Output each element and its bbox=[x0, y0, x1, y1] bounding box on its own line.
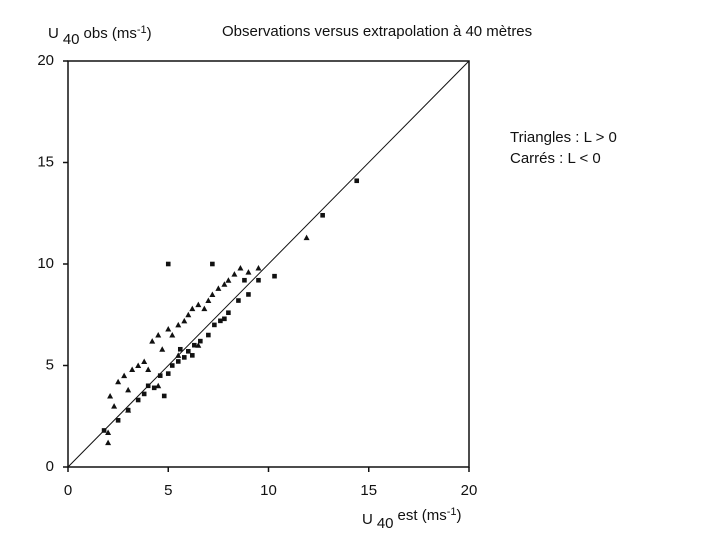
square-point bbox=[192, 342, 197, 348]
identity-line bbox=[67, 60, 470, 468]
square-point bbox=[165, 261, 171, 267]
square-point bbox=[272, 273, 277, 279]
square-point bbox=[218, 318, 223, 324]
triangle-point bbox=[225, 277, 232, 283]
triangle-point bbox=[115, 378, 122, 385]
y-tick-label: 0 bbox=[46, 458, 54, 475]
square-point bbox=[175, 359, 181, 364]
y-tick-label: 10 bbox=[37, 255, 54, 272]
triangle-point bbox=[185, 311, 192, 318]
square-point bbox=[141, 391, 147, 397]
square-point bbox=[210, 261, 215, 267]
square-point bbox=[190, 353, 195, 358]
x-axis-label: U 40 est (ms-1) bbox=[362, 506, 461, 532]
triangle-point bbox=[111, 403, 118, 409]
x-label-main: U bbox=[362, 511, 373, 528]
triangle-point bbox=[145, 366, 152, 373]
x-label-sup: -1 bbox=[447, 506, 457, 518]
square-point bbox=[354, 178, 360, 184]
triangle-point bbox=[181, 317, 188, 324]
square-point bbox=[145, 383, 151, 389]
triangle-point bbox=[107, 392, 114, 399]
triangle-point bbox=[221, 281, 228, 287]
triangle-point bbox=[125, 386, 132, 393]
square-point bbox=[115, 418, 121, 423]
triangle-point bbox=[165, 325, 172, 332]
square-point bbox=[206, 332, 211, 338]
x-tick-label: 0 bbox=[64, 482, 72, 499]
square-point bbox=[161, 393, 167, 399]
triangle-point bbox=[175, 321, 182, 328]
x-tick-label: 20 bbox=[461, 482, 478, 499]
y-label-sup: -1 bbox=[137, 24, 147, 36]
square-point bbox=[186, 348, 191, 354]
x-tick-label: 15 bbox=[360, 482, 377, 499]
triangle-point bbox=[129, 366, 136, 373]
square-point bbox=[256, 277, 261, 283]
triangle-point bbox=[105, 429, 112, 435]
triangle-point bbox=[175, 352, 182, 358]
legend-entry: Carrés : L < 0 bbox=[510, 150, 601, 167]
triangle-point bbox=[245, 269, 252, 275]
triangle-point bbox=[155, 332, 162, 338]
y-label-main: U bbox=[48, 25, 59, 42]
x-tick-label: 5 bbox=[164, 482, 172, 499]
triangle-point bbox=[205, 297, 212, 304]
triangle-point bbox=[105, 439, 112, 446]
y-tick-label: 5 bbox=[46, 356, 54, 373]
square-point bbox=[169, 363, 175, 368]
triangle-point bbox=[135, 362, 142, 368]
y-tick-label: 15 bbox=[37, 153, 54, 170]
square-point bbox=[165, 371, 171, 376]
triangle-point bbox=[121, 372, 128, 379]
triangle-point bbox=[149, 338, 156, 344]
triangle-point bbox=[159, 346, 166, 352]
square-point bbox=[181, 355, 187, 360]
square-point bbox=[177, 346, 183, 352]
y-tick-label: 20 bbox=[37, 52, 54, 69]
triangle-point bbox=[189, 305, 196, 312]
square-point bbox=[212, 322, 217, 328]
x-label-sub: 40 bbox=[377, 515, 394, 532]
triangle-point bbox=[195, 342, 202, 348]
y-label-sub: 40 bbox=[63, 31, 80, 48]
triangle-point bbox=[231, 271, 238, 277]
triangle-point bbox=[215, 285, 222, 291]
y-label-text: obs (ms bbox=[84, 25, 137, 42]
square-point bbox=[151, 385, 157, 391]
triangle-point bbox=[201, 305, 208, 312]
triangle-point bbox=[195, 301, 202, 308]
square-point bbox=[198, 338, 203, 344]
square-point bbox=[135, 397, 141, 403]
square-point bbox=[236, 298, 241, 303]
square-point bbox=[226, 310, 231, 316]
x-tick-label: 10 bbox=[260, 482, 277, 499]
square-point bbox=[242, 277, 247, 283]
legend-entry: Triangles : L > 0 bbox=[510, 129, 617, 146]
x-label-text: est (ms bbox=[398, 507, 447, 524]
triangle-point bbox=[303, 234, 310, 241]
triangle-point bbox=[237, 265, 244, 271]
y-axis-label: U 40 obs (ms-1) bbox=[48, 24, 152, 48]
x-label-end: ) bbox=[456, 507, 461, 524]
triangle-point bbox=[255, 265, 262, 271]
square-point bbox=[222, 316, 227, 322]
chart-title: Observations versus extrapolation à 40 m… bbox=[222, 23, 532, 40]
y-label-end: ) bbox=[147, 25, 152, 42]
square-point bbox=[101, 428, 107, 433]
triangle-point bbox=[141, 358, 148, 364]
square-point bbox=[157, 373, 163, 378]
triangle-point bbox=[169, 332, 176, 338]
square-point bbox=[320, 212, 325, 218]
square-point bbox=[246, 292, 251, 297]
triangle-point bbox=[155, 382, 162, 389]
triangle-point bbox=[209, 291, 216, 297]
square-point bbox=[125, 407, 131, 413]
